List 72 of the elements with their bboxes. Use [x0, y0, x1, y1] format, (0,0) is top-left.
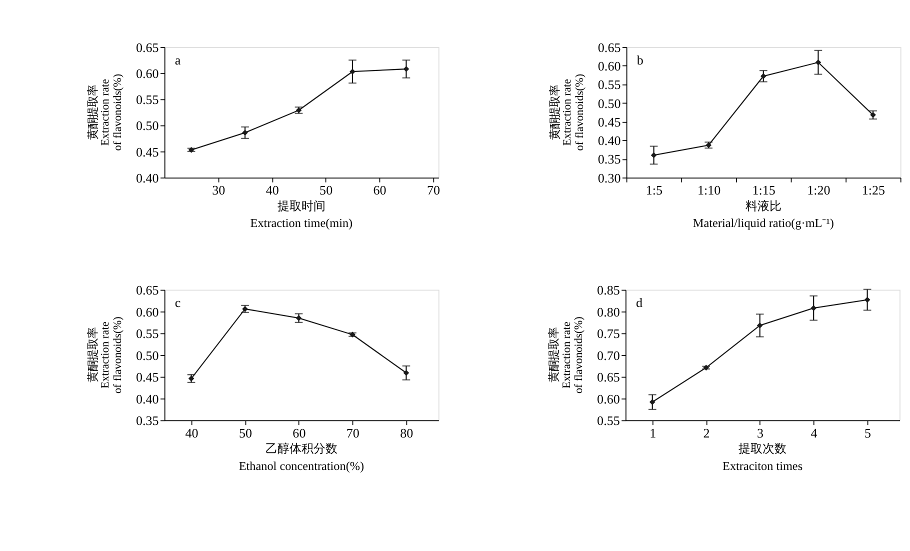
y-tick-label: 0.35: [136, 413, 159, 428]
x-axis-title: 乙醇体积分数 Ethanol concentration(%): [238, 441, 364, 473]
y-axis-title: 黄酮提取率 Extraction rate of flavonoids(%): [86, 74, 124, 151]
x-tick-label: 3: [757, 425, 764, 440]
y-tick-label: 0.50: [136, 348, 160, 363]
y-axis-title: 黄酮提取率 Extraction rate of flavonoids(%): [86, 316, 124, 394]
point: [864, 296, 870, 303]
y-tick-label: 0.55: [136, 326, 159, 342]
x-tick-label: 1:15: [752, 182, 776, 198]
point: [403, 370, 410, 376]
point: [650, 152, 657, 158]
y-tick-label: 0.40: [598, 133, 622, 148]
annotation: d: [636, 295, 643, 310]
x-tick-label: 4: [810, 425, 818, 440]
y-tick-label: 0.50: [598, 96, 622, 111]
point: [815, 59, 822, 66]
point: [403, 66, 410, 72]
point: [756, 322, 763, 328]
point: [810, 305, 817, 311]
point: [296, 315, 302, 321]
x-tick-label: 1:5: [646, 182, 663, 198]
annotation: b: [636, 52, 644, 68]
x-tick-label: 50: [320, 182, 334, 198]
y-axis-title: 黄酮提取率 Extraction rate of flavonoids(%): [548, 74, 586, 151]
y-tick-label: 0.45: [136, 144, 159, 160]
x-tick-label: 70: [427, 182, 441, 198]
point: [760, 73, 766, 80]
y-tick-label: 0.45: [136, 370, 159, 385]
point: [188, 376, 194, 382]
y-tick-label: 0.45: [598, 114, 621, 130]
y-tick-label: 0.60: [598, 58, 622, 74]
y-tick-label: 0.35: [598, 152, 621, 167]
point: [649, 399, 656, 405]
x-tick-label: 1: [650, 425, 656, 440]
y-tick-label: 0.65: [597, 370, 620, 385]
x-tick-label: 1:10: [697, 182, 722, 198]
y-axis-title: 黄酮提取率 Extraction rate of flavonoids(%): [548, 316, 586, 394]
y-tick-label: 0.85: [597, 282, 620, 298]
x-tick-label: 60: [292, 425, 306, 440]
y-tick-label: 0.55: [597, 413, 620, 428]
point: [242, 130, 248, 136]
y-tick-label: 0.55: [598, 77, 621, 92]
x-tick-label: 80: [400, 425, 414, 440]
y-tick-label: 0.40: [136, 170, 160, 186]
x-tick-label: 40: [185, 425, 199, 440]
y-tick-label: 0.30: [598, 170, 622, 186]
y-tick-label: 0.80: [597, 304, 620, 320]
x-axis-title: 料液比 Material/liquid ratio(g·mL⁻¹): [692, 198, 834, 230]
y-tick-label: 0.60: [136, 66, 160, 81]
x-tick-label: 60: [373, 182, 387, 198]
x-tick-label: 40: [266, 182, 280, 198]
x-tick-label: 70: [346, 425, 360, 440]
y-tick-label: 0.40: [136, 391, 160, 406]
y-tick-label: 0.75: [597, 326, 620, 342]
x-tick-label: 30: [212, 182, 226, 198]
y-tick-label: 0.60: [136, 304, 160, 320]
x-axis-title: 提取次数 Extraciton times: [722, 441, 803, 473]
x-tick-label: 50: [238, 425, 252, 440]
x-tick-label: 1:25: [862, 182, 886, 198]
x-tick-label: 5: [864, 425, 872, 440]
annotation: c: [174, 295, 181, 310]
y-tick-label: 0.70: [597, 348, 620, 363]
y-tick-label: 0.60: [597, 391, 620, 406]
y-tick-label: 0.55: [136, 92, 159, 108]
y-tick-label: 0.65: [136, 40, 159, 55]
annotation: a: [174, 52, 181, 68]
x-axis-title: 提取时间 Extraction time(min): [250, 198, 353, 230]
y-tick-label: 0.65: [136, 282, 159, 298]
x-tick-label: 1:20: [807, 182, 831, 198]
y-tick-label: 0.65: [598, 40, 621, 55]
x-tick-label: 2: [703, 425, 710, 440]
y-tick-label: 0.50: [136, 118, 160, 134]
